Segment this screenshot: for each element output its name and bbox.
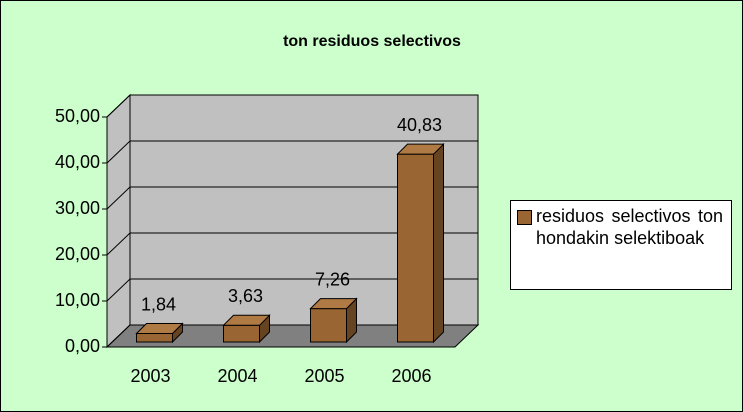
y-tick-label: 10,00 [55, 290, 100, 310]
grid-line [106, 278, 478, 302]
grid-line [106, 140, 478, 164]
x-tick-label: 2006 [391, 366, 431, 386]
bar-top [309, 298, 358, 310]
legend: residuos selectivos ton hondakin selekti… [510, 200, 732, 290]
x-tick-label: 2005 [304, 366, 344, 386]
bar-front [223, 324, 260, 343]
grid-line [106, 324, 478, 348]
value-label: 1,84 [141, 294, 176, 314]
legend-swatch [517, 210, 532, 225]
y-tick-label: 20,00 [55, 244, 100, 264]
value-label: 3,63 [228, 286, 263, 306]
value-label: 7,26 [315, 269, 350, 289]
grid-line [106, 94, 478, 118]
bar-top [396, 143, 445, 155]
x-tick-label: 2003 [130, 366, 170, 386]
chart-title: ton residuos selectivos [283, 33, 461, 50]
x-tick-label: 2004 [217, 366, 257, 386]
value-label: 40,83 [397, 115, 442, 135]
bar-side [433, 142, 444, 344]
bar-front [397, 153, 434, 343]
side-wall [106, 93, 131, 349]
bar [396, 142, 445, 344]
bar [135, 322, 184, 344]
bar-top [135, 323, 184, 335]
grid-line [106, 186, 478, 210]
grid-line [106, 232, 478, 256]
y-tick-label: 50,00 [55, 106, 100, 126]
legend-label: residuos selectivos ton hondakin selekti… [536, 206, 723, 248]
y-tick-label: 30,00 [55, 198, 100, 218]
bar-front [136, 333, 173, 343]
bar-top [222, 314, 271, 326]
y-tick-label: 0,00 [65, 336, 100, 356]
bar [222, 314, 271, 344]
bar-front [310, 308, 347, 343]
bar [309, 297, 358, 344]
y-tick-label: 40,00 [55, 152, 100, 172]
